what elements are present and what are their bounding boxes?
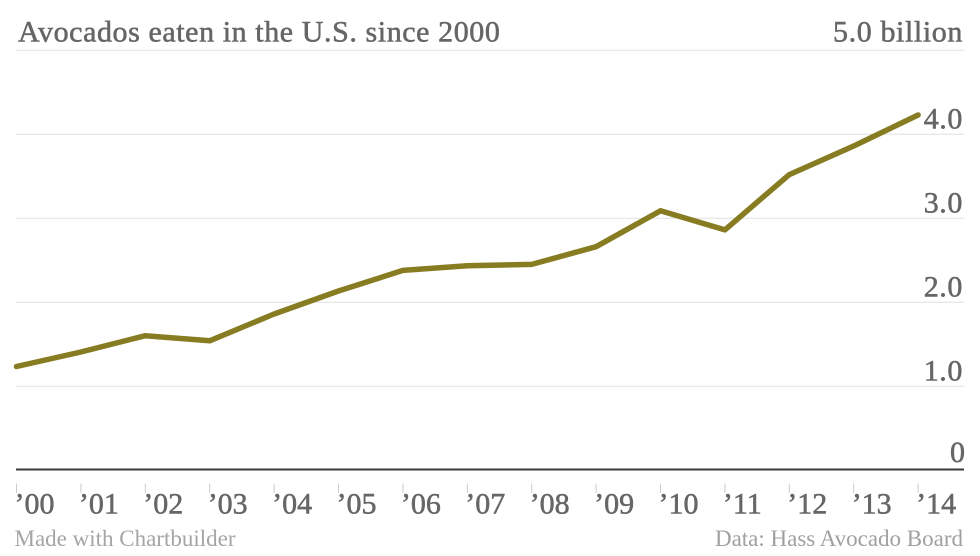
svg-text:5.0 billion: 5.0 billion bbox=[833, 16, 963, 49]
svg-text:’14: ’14 bbox=[916, 488, 956, 521]
svg-text:3.0: 3.0 bbox=[924, 186, 963, 219]
svg-text:2.0: 2.0 bbox=[924, 270, 963, 303]
svg-text:’05: ’05 bbox=[337, 488, 377, 521]
svg-text:Avocados eaten in the U.S. sin: Avocados eaten in the U.S. since 2000 bbox=[18, 16, 500, 49]
svg-text:’03: ’03 bbox=[208, 488, 248, 521]
svg-text:’07: ’07 bbox=[465, 488, 505, 521]
svg-text:’08: ’08 bbox=[530, 488, 570, 521]
svg-text:’09: ’09 bbox=[594, 488, 634, 521]
svg-text:4.0: 4.0 bbox=[924, 102, 963, 135]
svg-text:Made with Chartbuilder: Made with Chartbuilder bbox=[15, 526, 236, 551]
svg-text:’11: ’11 bbox=[723, 488, 762, 521]
svg-text:Data: Hass Avocado Board: Data: Hass Avocado Board bbox=[715, 526, 964, 551]
svg-text:’13: ’13 bbox=[852, 488, 892, 521]
svg-text:0: 0 bbox=[950, 436, 965, 469]
svg-text:’02: ’02 bbox=[143, 488, 183, 521]
svg-text:1.0: 1.0 bbox=[924, 354, 963, 387]
svg-text:’10: ’10 bbox=[659, 488, 699, 521]
svg-text:’06: ’06 bbox=[401, 488, 441, 521]
svg-text:’04: ’04 bbox=[272, 488, 312, 521]
svg-text:’01: ’01 bbox=[79, 488, 119, 521]
svg-text:’00: ’00 bbox=[15, 488, 55, 521]
svg-text:’12: ’12 bbox=[787, 488, 827, 521]
